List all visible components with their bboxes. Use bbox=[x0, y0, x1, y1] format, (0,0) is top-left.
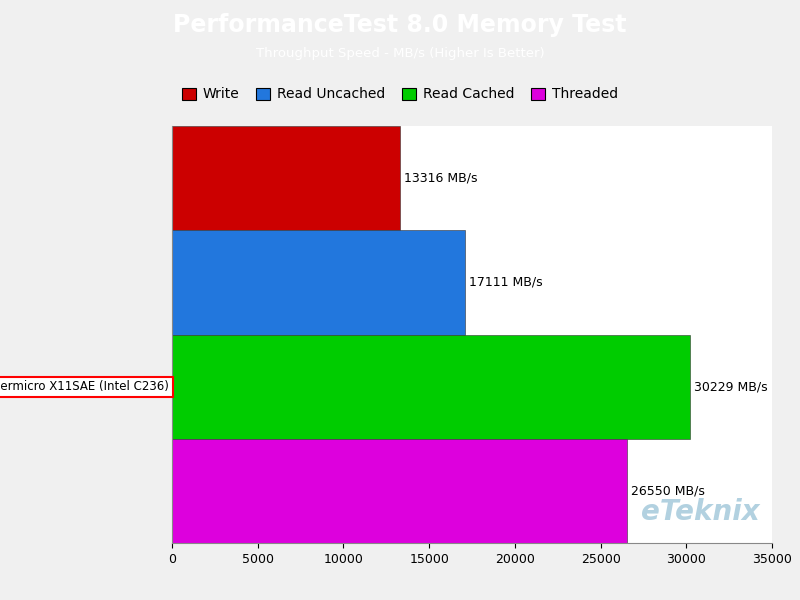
Text: PerformanceTest 8.0 Memory Test: PerformanceTest 8.0 Memory Test bbox=[174, 13, 626, 37]
Bar bbox=[172, 230, 466, 335]
Text: 30229 MB/s: 30229 MB/s bbox=[694, 380, 767, 393]
Bar bbox=[172, 335, 690, 439]
Legend: Write, Read Uncached, Read Cached, Threaded: Write, Read Uncached, Read Cached, Threa… bbox=[177, 82, 623, 107]
Text: 26550 MB/s: 26550 MB/s bbox=[630, 484, 705, 497]
Text: Supermicro X11SAE (Intel C236): Supermicro X11SAE (Intel C236) bbox=[0, 380, 169, 393]
Text: Throughput Speed - MB/s (Higher Is Better): Throughput Speed - MB/s (Higher Is Bette… bbox=[256, 47, 544, 61]
Text: 17111 MB/s: 17111 MB/s bbox=[469, 276, 542, 289]
Text: 13316 MB/s: 13316 MB/s bbox=[404, 172, 478, 185]
Bar bbox=[172, 126, 400, 230]
Bar bbox=[172, 439, 627, 543]
Text: eTeknix: eTeknix bbox=[642, 499, 760, 526]
